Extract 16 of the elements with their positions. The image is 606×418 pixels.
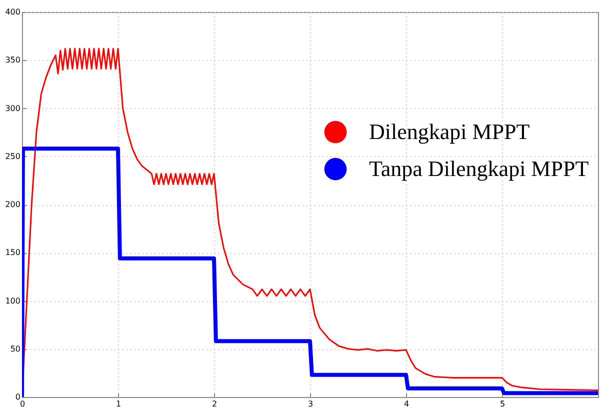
x-tick-label: 5: [500, 400, 506, 408]
x-tick-label: 4: [404, 400, 410, 408]
legend-label: Dilengkapi MPPT: [369, 119, 530, 144]
y-tick-label: 100: [5, 296, 20, 306]
legend-label: Tanpa Dilengkapi MPPT: [369, 156, 590, 182]
y-tick-label: 250: [5, 152, 20, 161]
y-tick-label: 200: [5, 200, 20, 209]
y-tick-label: 400: [5, 8, 20, 16]
x-tick-label: 1: [116, 400, 122, 408]
y-tick-label: 0: [15, 392, 20, 402]
y-tick-label: 50: [10, 344, 20, 354]
y-tick-label: 150: [5, 248, 20, 258]
x-tick-label: 2: [212, 400, 218, 408]
y-tick-label: 300: [5, 104, 20, 113]
y-tick-label: 350: [5, 56, 20, 65]
x-tick-label: 3: [308, 400, 314, 408]
